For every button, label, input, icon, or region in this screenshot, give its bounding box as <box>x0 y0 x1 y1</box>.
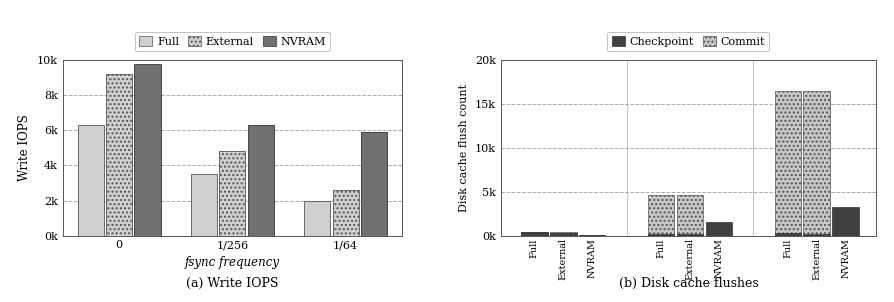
Legend: Checkpoint, Commit: Checkpoint, Commit <box>607 32 770 51</box>
Bar <box>134 64 161 236</box>
Bar <box>677 234 704 236</box>
Bar <box>804 91 830 236</box>
Bar <box>705 235 732 236</box>
Bar <box>361 132 387 236</box>
Bar <box>578 235 605 236</box>
Bar <box>550 233 577 236</box>
Legend: Full, External, NVRAM: Full, External, NVRAM <box>135 32 330 51</box>
Y-axis label: Disk cache flush count: Disk cache flush count <box>460 84 469 212</box>
Bar <box>191 174 217 236</box>
Bar <box>304 201 331 236</box>
Bar <box>774 233 801 236</box>
Bar <box>677 195 704 236</box>
Bar <box>832 235 859 236</box>
Bar <box>333 190 358 236</box>
Bar <box>521 233 548 236</box>
Text: (b) Disk cache flushes: (b) Disk cache flushes <box>619 277 758 290</box>
Bar <box>521 233 548 236</box>
Bar <box>648 195 674 236</box>
Y-axis label: Write IOPS: Write IOPS <box>18 114 31 182</box>
Bar <box>832 207 859 236</box>
Bar <box>648 234 674 236</box>
Bar <box>219 152 246 236</box>
Bar <box>705 222 732 236</box>
Bar <box>804 234 830 236</box>
X-axis label: fsync frequency: fsync frequency <box>185 256 280 269</box>
Bar <box>550 233 577 236</box>
Text: (a) Write IOPS: (a) Write IOPS <box>186 277 279 290</box>
Bar <box>578 235 605 236</box>
Bar <box>106 74 132 236</box>
Bar <box>248 125 274 236</box>
Bar <box>774 91 801 236</box>
Bar <box>78 125 104 236</box>
